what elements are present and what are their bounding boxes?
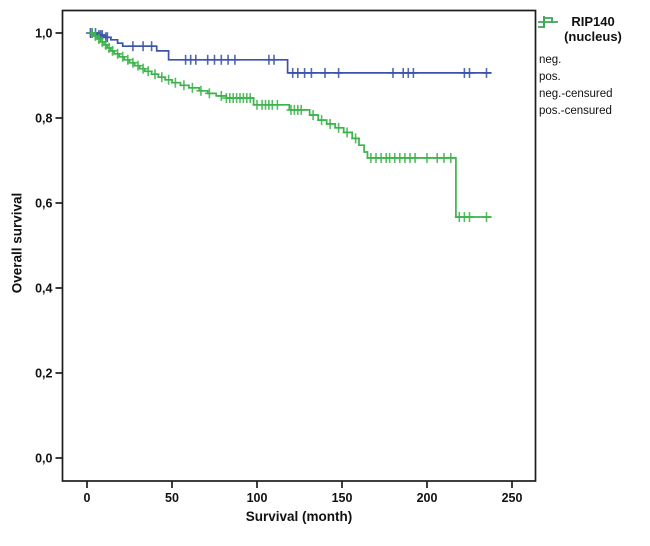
legend-entry-neg: neg. bbox=[537, 17, 649, 68]
legend-entry-pos-censured: pos.-censured bbox=[537, 16, 649, 119]
legend-entry-pos: pos. bbox=[537, 17, 649, 85]
legend-entry-label: pos.-censured bbox=[539, 104, 612, 117]
y-tick-label: 0,6 bbox=[35, 197, 52, 211]
legend-title: RIP140 (nucleus) bbox=[537, 14, 649, 44]
x-tick-label: 200 bbox=[417, 491, 438, 505]
legend-entry-label: neg. bbox=[539, 53, 562, 66]
y-tick-label: 0,8 bbox=[35, 112, 52, 126]
plot-border bbox=[61, 9, 537, 482]
y-tick-label: 0,2 bbox=[35, 367, 52, 381]
legend-entry-label: pos. bbox=[539, 70, 561, 83]
legend: RIP140 (nucleus) neg. pos. neg.-censur bbox=[537, 14, 649, 119]
legend-title-line1: RIP140 bbox=[571, 14, 615, 29]
x-tick-label: 100 bbox=[247, 491, 268, 505]
x-tick-label: 50 bbox=[165, 491, 179, 505]
pos-censor-cross-icon bbox=[538, 16, 558, 28]
y-tick-label: 0,4 bbox=[35, 282, 52, 296]
y-axis-title: Overall survival bbox=[9, 192, 25, 294]
x-tick-label: 150 bbox=[332, 491, 353, 505]
legend-title-line2: (nucleus) bbox=[564, 29, 622, 44]
legend-entry-label: neg.-censured bbox=[539, 87, 613, 100]
x-axis-title: Survival (month) bbox=[245, 509, 353, 524]
x-tick-label: 250 bbox=[502, 491, 523, 505]
legend-entry-neg-censured: neg.-censured bbox=[537, 16, 649, 102]
x-tick-label: 0 bbox=[84, 491, 91, 505]
y-tick-label: 1,0 bbox=[35, 27, 52, 41]
legend-entries: neg. pos. neg.-censured pos.-censured bbox=[537, 16, 649, 119]
y-tick-label: 0,0 bbox=[35, 452, 52, 466]
km-curve-pos bbox=[87, 32, 492, 218]
